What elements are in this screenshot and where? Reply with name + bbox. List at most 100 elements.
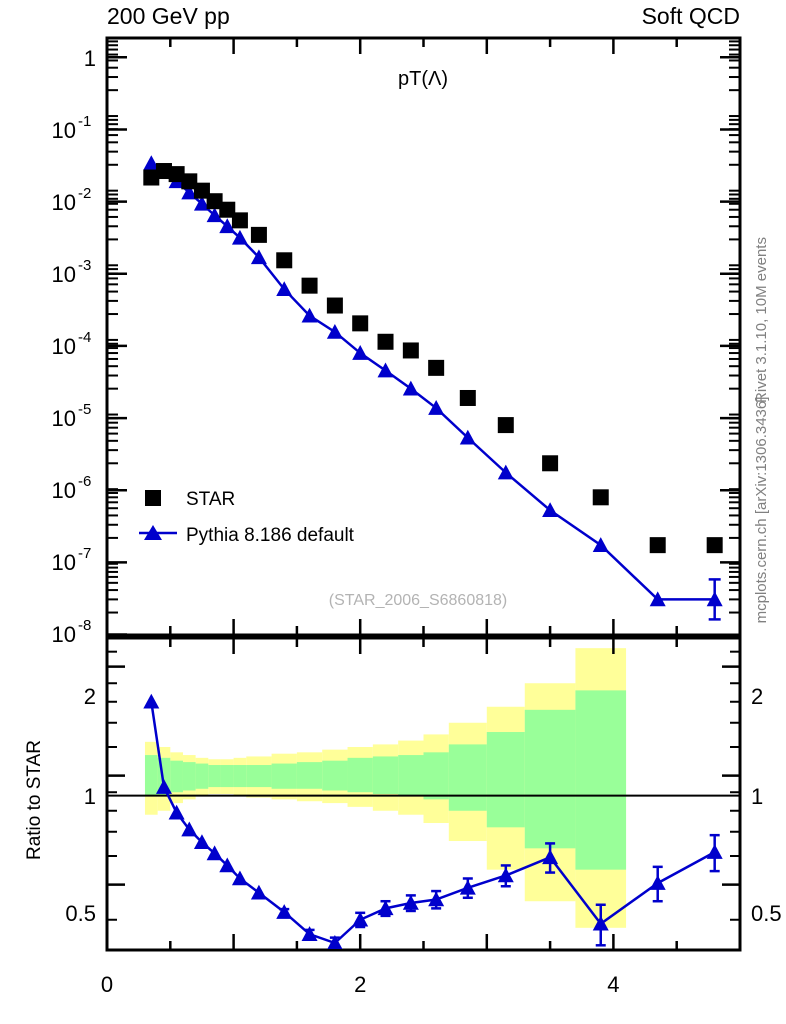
legend-label-star: STAR <box>186 489 235 510</box>
header-right: Soft QCD <box>642 3 740 29</box>
ratio-marker <box>428 891 445 907</box>
ratio-marker <box>377 900 394 916</box>
band-green <box>423 752 449 800</box>
band-green <box>182 762 196 791</box>
main-ytick-0: 1 <box>84 46 96 71</box>
main-ytick-exp-2: -2 <box>78 185 91 202</box>
pythia-marker <box>143 155 160 171</box>
legend-label-pythia: Pythia 8.186 default <box>186 525 355 546</box>
ratio-marker <box>497 867 514 883</box>
ratio-x-axis-ticks <box>105 638 742 950</box>
ratio-marker <box>168 804 185 820</box>
ratio-ytick-right-05: 0.5 <box>751 901 782 926</box>
ratio-y-axis <box>107 650 740 921</box>
pythia-marker <box>649 591 666 607</box>
band-green <box>372 756 399 794</box>
ratio-panel: 2 1 0.5 2 1 0.5 Ratio to STAR <box>24 636 782 952</box>
main-ytick-exp-7: -7 <box>78 545 91 562</box>
pythia-marker <box>428 400 445 415</box>
pythia-marker <box>181 184 198 200</box>
star-marker <box>459 389 476 406</box>
band-green <box>246 765 272 788</box>
pythia-marker <box>206 207 223 223</box>
legend-marker-pythia <box>144 525 162 540</box>
star-marker <box>352 315 369 332</box>
side-text-bottom: mcplots.cern.ch [arXiv:1306.3436] <box>753 397 770 624</box>
main-ytick-exp-1: -1 <box>78 113 91 130</box>
main-y-axis: 1 10 -1 10 -2 10 -3 10 - <box>52 46 740 647</box>
pythia-marker <box>377 362 394 378</box>
band-green <box>575 690 627 870</box>
main-panel: 1 10 -1 10 -2 10 -3 10 - <box>52 36 742 647</box>
pythia-marker <box>592 537 609 552</box>
star-marker <box>181 173 198 190</box>
star-marker <box>231 212 248 229</box>
band-green <box>195 763 209 789</box>
band-green <box>296 762 323 789</box>
main-series-group <box>143 155 723 621</box>
legend: STAR Pythia 8.186 default <box>139 489 355 546</box>
ratio-ytick-1: 1 <box>84 784 96 809</box>
star-marker <box>402 342 419 359</box>
ratio-marker <box>206 845 223 861</box>
legend-marker-star <box>145 490 161 506</box>
band-green <box>144 755 158 796</box>
ratio-marker <box>402 894 419 910</box>
pythia-marker <box>193 195 210 211</box>
star-marker <box>428 359 445 376</box>
ratio-ytick-2: 2 <box>84 684 96 709</box>
ratio-marker <box>193 834 210 850</box>
ratio-marker <box>219 857 236 873</box>
ratio-marker <box>592 915 609 931</box>
pythia-marker <box>542 502 559 518</box>
ratio-marker <box>155 779 172 794</box>
main-ytick-6: 10 <box>52 478 76 503</box>
main-x-ticks <box>105 38 742 635</box>
main-ytick-exp-6: -6 <box>78 473 91 490</box>
band-green <box>208 765 221 788</box>
main-ytick-2: 10 <box>52 190 76 215</box>
band-green <box>220 765 234 788</box>
ratio-marker <box>231 870 248 886</box>
band-green <box>347 757 373 793</box>
band-green <box>524 709 576 849</box>
star-marker <box>155 163 172 180</box>
band-green <box>271 763 297 789</box>
ratio-marker <box>542 849 559 865</box>
star-marker <box>592 489 609 506</box>
pythia-marker <box>459 429 476 445</box>
plot-title: pT(Λ) <box>398 68 448 90</box>
main-ytick-7: 10 <box>52 550 76 575</box>
main-y-minor-ticks <box>107 40 740 614</box>
ratio-series-group <box>143 693 723 949</box>
band-green <box>486 732 525 828</box>
pythia-marker <box>326 323 343 339</box>
main-ytick-3: 10 <box>52 262 76 287</box>
main-ytick-exp-8: -8 <box>78 617 91 634</box>
pythia-marker <box>352 345 369 360</box>
pythia-marker <box>219 218 236 234</box>
side-text-top: Rivet 3.1.10, 10M events <box>753 237 770 403</box>
star-marker <box>206 193 223 210</box>
band-green <box>398 755 424 796</box>
star-marker <box>649 537 666 554</box>
band-green <box>233 765 247 788</box>
main-ytick-4: 10 <box>52 334 76 359</box>
ratio-marker <box>649 875 666 890</box>
pythia-marker <box>250 249 267 265</box>
dataset-watermark: (STAR_2006_S6860818) <box>329 592 508 609</box>
ratio-marker <box>301 926 318 941</box>
x-tick-labels: 0 2 4 <box>101 972 620 997</box>
ratio-ytick-right-1: 1 <box>751 784 763 809</box>
main-ytick-5: 10 <box>52 406 76 431</box>
ratio-y-axis-label: Ratio to STAR <box>24 740 45 860</box>
band-green <box>170 760 183 793</box>
main-ytick-exp-5: -5 <box>78 401 91 418</box>
ratio-marker <box>181 821 198 837</box>
main-ytick-8: 10 <box>52 622 76 647</box>
band-green <box>448 744 487 811</box>
ratio-marker <box>143 693 160 709</box>
star-marker <box>193 182 210 199</box>
